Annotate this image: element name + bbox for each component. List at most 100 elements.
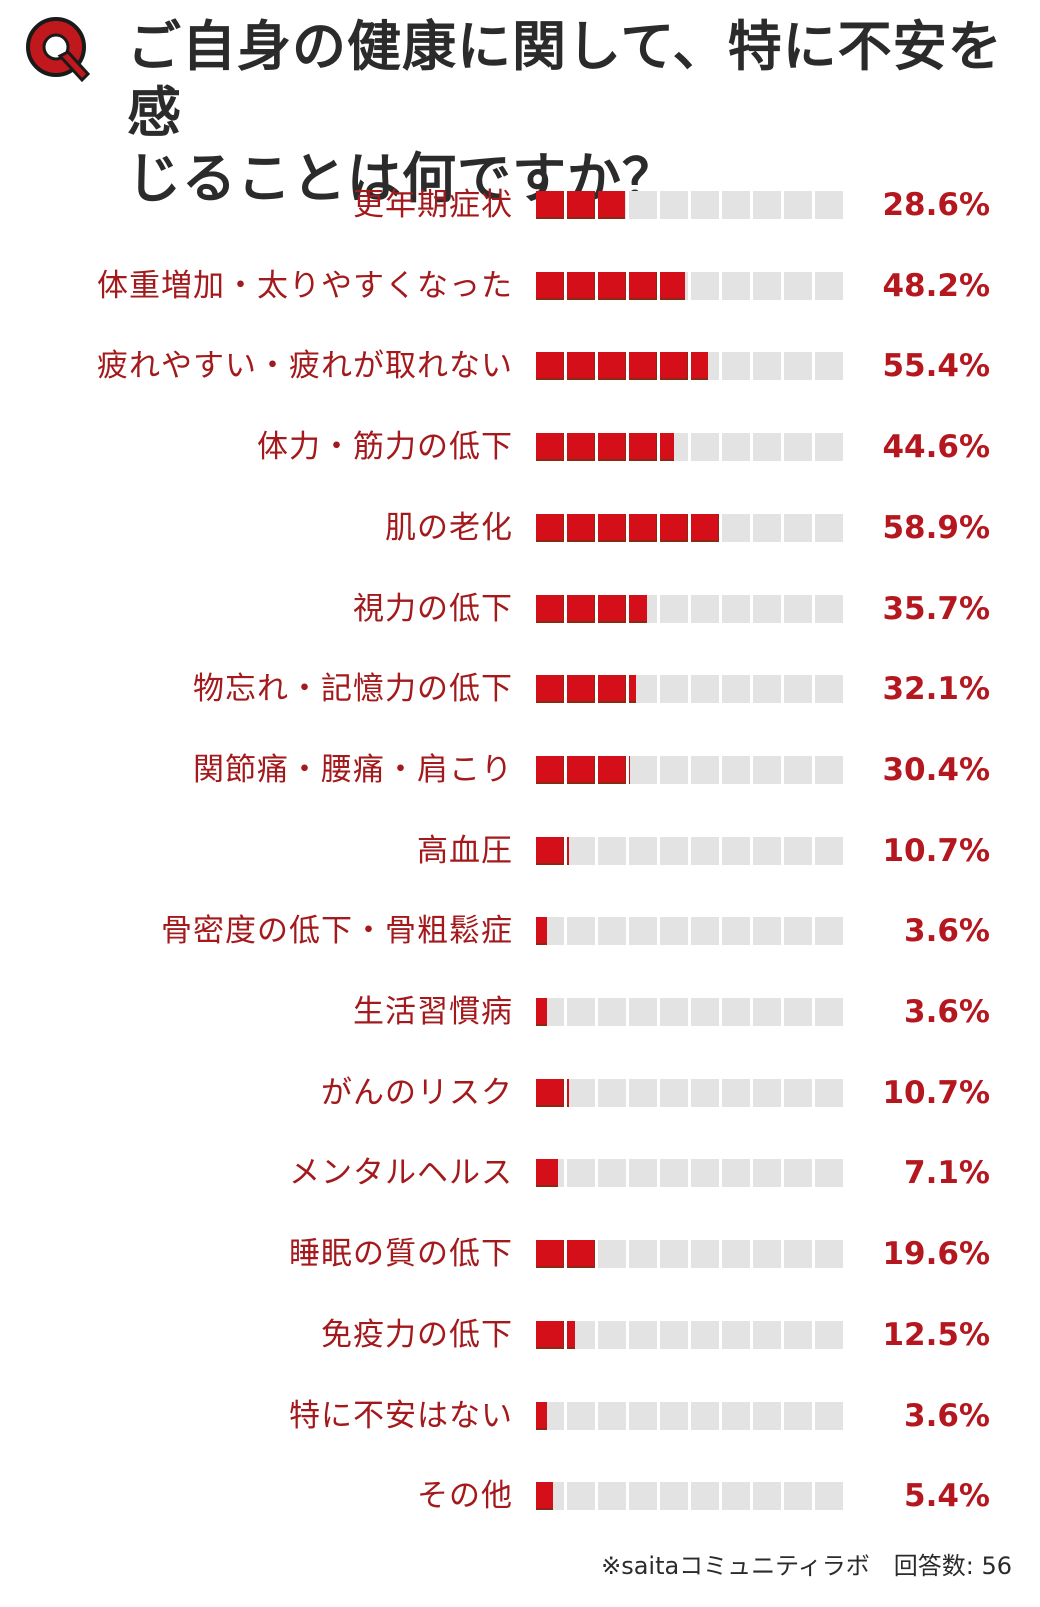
bar-segment-empty: [753, 998, 781, 1026]
chart-row: 視力の低下 35.7%: [0, 589, 1040, 629]
percent-value: 12.5%: [882, 1316, 990, 1353]
bar-segment-empty: [598, 1401, 626, 1430]
bar-segment-empty: [598, 998, 626, 1026]
category-label: 関節痛・腰痛・肩こり: [193, 751, 513, 788]
bar-segment-empty: [784, 836, 812, 865]
bar-segment-empty: [722, 191, 750, 219]
bar-segment-empty: [753, 755, 781, 784]
category-label: 高血圧: [417, 832, 513, 869]
bar-fill: [536, 755, 631, 784]
percent-value: 32.1%: [882, 671, 990, 708]
bar-segment-empty: [691, 594, 719, 623]
percent-value: 55.4%: [882, 348, 990, 385]
bar-segment-empty: [629, 1240, 657, 1269]
bar-segment-empty: [567, 1401, 595, 1430]
bar-segment-empty: [722, 1482, 750, 1511]
bar-fill: [536, 836, 570, 865]
segmented-bar: [536, 675, 846, 704]
segmented-bar: [536, 513, 846, 542]
percent-value: 3.6%: [904, 913, 990, 950]
bar-segment-empty: [691, 1240, 719, 1269]
bar-segment-empty: [815, 755, 843, 784]
bar-segment-empty: [784, 191, 812, 219]
bar-segment-empty: [567, 1078, 595, 1107]
segmented-bar: [536, 1159, 846, 1188]
bar-segment-empty: [753, 1240, 781, 1269]
bar-segment-empty: [753, 352, 781, 381]
category-label: 肌の老化: [385, 509, 513, 546]
bar-segment-empty: [567, 1482, 595, 1511]
bar-segment-empty: [722, 594, 750, 623]
bar-segment-empty: [629, 755, 657, 784]
bar-segment-empty: [784, 352, 812, 381]
chart-row: 物忘れ・記憶力の低下 32.1%: [0, 669, 1040, 709]
bar-segment-empty: [722, 836, 750, 865]
bar-segment-empty: [722, 917, 750, 946]
bar-segment-empty: [567, 1159, 595, 1188]
bar-segment-empty: [660, 1482, 688, 1511]
bar-segment-empty: [784, 998, 812, 1026]
category-label: 骨密度の低下・骨粗鬆症: [161, 913, 513, 950]
bar-segment-empty: [722, 1159, 750, 1188]
percent-value: 58.9%: [882, 509, 990, 546]
bar-segment-empty: [598, 1320, 626, 1349]
bar-fill: [536, 1401, 548, 1430]
segmented-bar: [536, 1078, 846, 1107]
bar-segment-empty: [598, 1078, 626, 1107]
bar-segment-empty: [753, 191, 781, 219]
bar-fill: [536, 1320, 575, 1349]
bar-segment-empty: [815, 1078, 843, 1107]
bar-segment-empty: [815, 191, 843, 219]
chart-row: 体重増加・太りやすくなった 48.2%: [0, 266, 1040, 306]
bar-segment-empty: [691, 755, 719, 784]
bar-segment-empty: [753, 271, 781, 300]
bar-segment-empty: [722, 998, 750, 1026]
bar-segment-empty: [784, 433, 812, 462]
bar-segment-empty: [660, 1240, 688, 1269]
bar-segment-empty: [753, 594, 781, 623]
bar-segment-empty: [753, 1482, 781, 1511]
bar-fill: [536, 1482, 553, 1511]
bar-segment-empty: [815, 513, 843, 542]
segmented-bar: [536, 1401, 846, 1430]
bar-segment-empty: [815, 917, 843, 946]
chart-row: 肌の老化 58.9%: [0, 508, 1040, 548]
bar-segment-empty: [660, 836, 688, 865]
category-label: 体力・筋力の低下: [257, 429, 513, 466]
bar-segment-empty: [567, 998, 595, 1026]
bar-segment-empty: [722, 433, 750, 462]
title-line-1: ご自身の健康に関して、特に不安を感: [127, 15, 1003, 144]
bar-segment-empty: [784, 1078, 812, 1107]
bar-segment-empty: [629, 1320, 657, 1349]
segmented-bar: [536, 352, 846, 381]
chart-row: 生活習慣病 3.6%: [0, 992, 1040, 1032]
bar-segment-empty: [629, 191, 657, 219]
bar-segment-empty: [784, 513, 812, 542]
bar-segment-empty: [722, 1078, 750, 1107]
bar-segment-empty: [722, 1401, 750, 1430]
bar-segment-empty: [691, 917, 719, 946]
category-label: 視力の低下: [353, 590, 513, 627]
bar-segment-empty: [691, 1482, 719, 1511]
segmented-bar: [536, 433, 846, 462]
segmented-bar: [536, 191, 846, 219]
category-label: その他: [417, 1478, 513, 1515]
bar-segment-empty: [660, 675, 688, 704]
percent-value: 48.2%: [882, 267, 990, 304]
chart-row: 疲れやすい・疲れが取れない 55.4%: [0, 346, 1040, 386]
bar-fill: [536, 1078, 570, 1107]
bar-segment-empty: [815, 271, 843, 300]
bar-segment-empty: [598, 1482, 626, 1511]
percent-value: 10.7%: [882, 1074, 990, 1111]
bar-segment-empty: [691, 191, 719, 219]
bar-segment-empty: [660, 594, 688, 623]
bar-segment-empty: [691, 1401, 719, 1430]
bar-segment-empty: [629, 1159, 657, 1188]
category-label: 疲れやすい・疲れが取れない: [97, 348, 513, 385]
segmented-bar: [536, 1482, 846, 1511]
chart-row: 高血圧 10.7%: [0, 831, 1040, 871]
bar-segment-empty: [784, 1240, 812, 1269]
chart-row: 骨密度の低下・骨粗鬆症 3.6%: [0, 911, 1040, 951]
category-label: がんのリスク: [321, 1074, 513, 1111]
bar-fill: [536, 675, 636, 704]
